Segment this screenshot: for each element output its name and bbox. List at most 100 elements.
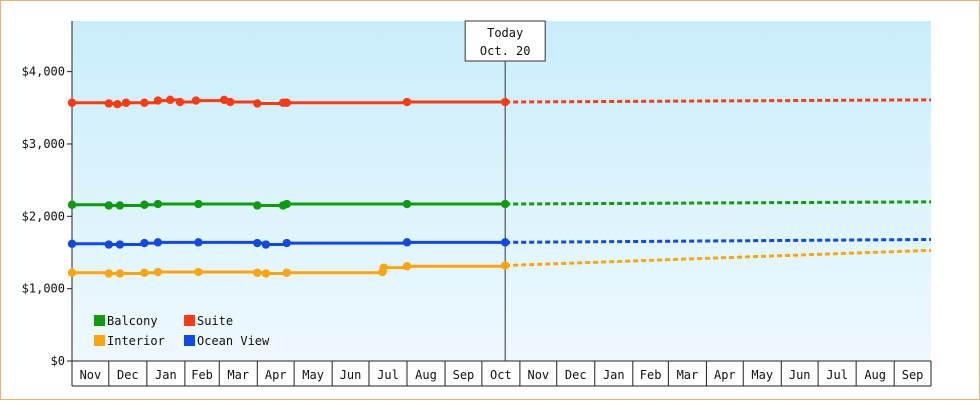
data-point-suite[interactable]: [153, 96, 163, 105]
x-month-label: Jan: [603, 368, 625, 382]
forecast-line-ocean-view: [505, 237, 932, 244]
data-point-interior[interactable]: [402, 262, 412, 271]
series-interior: [67, 248, 932, 278]
x-month-label: May: [302, 368, 324, 382]
x-month-label: Aug: [864, 368, 886, 382]
data-point-balcony[interactable]: [153, 199, 163, 209]
data-point-balcony[interactable]: [67, 200, 77, 209]
data-point-suite[interactable]: [104, 99, 114, 108]
x-month-label: Mar: [677, 368, 699, 382]
data-point-balcony[interactable]: [282, 199, 291, 209]
x-month-label: Feb: [640, 368, 662, 382]
data-point-suite[interactable]: [253, 99, 262, 108]
today-callout-box: [464, 20, 546, 62]
x-month-label: Aug: [415, 368, 437, 382]
series-balcony: [67, 199, 932, 210]
x-month-label: Dec: [565, 368, 587, 382]
x-month-label: Jan: [155, 368, 177, 382]
x-month-label: Mar: [227, 368, 249, 382]
series-ocean-view: [67, 237, 932, 249]
x-month-label: Jun: [789, 368, 811, 382]
data-point-ocean-view[interactable]: [500, 238, 510, 247]
data-point-balcony[interactable]: [253, 201, 262, 210]
data-point-interior[interactable]: [140, 268, 149, 277]
data-point-balcony[interactable]: [402, 199, 412, 209]
x-month-label: Nov: [80, 368, 102, 382]
legend-swatch: [94, 315, 105, 326]
legend-swatch: [94, 335, 105, 346]
data-point-interior[interactable]: [153, 267, 163, 277]
data-point-ocean-view[interactable]: [153, 238, 163, 247]
forecast-line-suite: [505, 98, 932, 104]
data-point-suite[interactable]: [402, 97, 412, 107]
data-point-suite[interactable]: [500, 97, 510, 107]
data-point-suite[interactable]: [67, 98, 77, 107]
data-point-ocean-view[interactable]: [253, 238, 262, 248]
data-point-suite[interactable]: [140, 98, 149, 107]
x-month-label: Jul: [826, 368, 848, 382]
today-label: Today: [487, 26, 523, 40]
data-point-ocean-view[interactable]: [140, 238, 149, 248]
x-month-label: Dec: [117, 368, 139, 382]
data-point-interior[interactable]: [115, 269, 125, 278]
y-tick-label: $1,000: [22, 282, 65, 296]
x-month-label: Sep: [902, 368, 924, 382]
data-point-suite[interactable]: [226, 97, 235, 107]
data-point-suite[interactable]: [191, 96, 201, 105]
x-month-label: Oct: [490, 368, 512, 382]
series-layer: [67, 95, 932, 278]
x-month-label: May: [751, 368, 773, 382]
data-point-suite[interactable]: [113, 99, 122, 109]
data-point-ocean-view[interactable]: [67, 239, 77, 249]
x-month-label: Apr: [265, 368, 287, 382]
legend-label: Interior: [107, 334, 165, 348]
x-month-label: Nov: [527, 368, 549, 382]
x-month-label: Feb: [191, 368, 213, 382]
forecast-line-interior: [505, 248, 932, 268]
data-point-interior[interactable]: [282, 268, 291, 277]
data-point-balcony[interactable]: [104, 201, 114, 210]
data-point-suite[interactable]: [282, 98, 291, 107]
y-tick-label: $0: [51, 354, 65, 368]
y-axis: $0 $1,000 $2,000 $3,000 $4,000: [22, 21, 73, 368]
data-point-suite[interactable]: [175, 97, 185, 107]
data-point-ocean-view[interactable]: [282, 238, 291, 248]
data-point-interior[interactable]: [253, 268, 262, 277]
x-axis: Nov Dec Jan Feb Mar Apr May Jun Jul Aug Sep Oct Nov D…: [71, 360, 932, 387]
x-month-label: Apr: [714, 368, 736, 382]
data-point-balcony[interactable]: [140, 200, 149, 209]
today-marker: Today Oct. 20: [464, 20, 546, 361]
data-point-ocean-view[interactable]: [402, 238, 412, 247]
data-point-interior[interactable]: [104, 269, 114, 278]
y-tick-label: $3,000: [22, 137, 65, 151]
data-point-interior[interactable]: [379, 263, 388, 272]
y-tick-label: $2,000: [22, 209, 65, 223]
data-point-ocean-view[interactable]: [104, 240, 114, 249]
data-point-suite[interactable]: [121, 98, 131, 107]
y-tick-label: $4,000: [22, 65, 65, 79]
legend-label: Suite: [197, 314, 233, 328]
data-point-interior[interactable]: [500, 261, 510, 270]
data-point-suite[interactable]: [165, 95, 175, 105]
legend-label: Ocean View: [197, 334, 270, 348]
legend-swatch: [184, 315, 195, 326]
x-month-label: Jul: [377, 368, 399, 382]
data-point-interior[interactable]: [261, 269, 271, 278]
x-month-label: Jun: [340, 368, 362, 382]
legend-label: Balcony: [107, 314, 158, 328]
data-point-ocean-view[interactable]: [115, 240, 125, 249]
x-month-label: Sep: [453, 368, 475, 382]
legend: Balcony Suite Interior Ocean View: [94, 314, 270, 348]
forecast-line-balcony: [505, 200, 932, 206]
data-point-balcony[interactable]: [194, 199, 203, 209]
data-point-balcony[interactable]: [115, 201, 125, 210]
data-point-balcony[interactable]: [500, 199, 510, 209]
plot-background: [72, 21, 931, 361]
data-point-ocean-view[interactable]: [194, 238, 203, 247]
series-suite: [67, 95, 932, 109]
data-point-interior[interactable]: [67, 268, 77, 277]
data-point-ocean-view[interactable]: [261, 240, 271, 249]
data-point-interior[interactable]: [194, 267, 203, 277]
